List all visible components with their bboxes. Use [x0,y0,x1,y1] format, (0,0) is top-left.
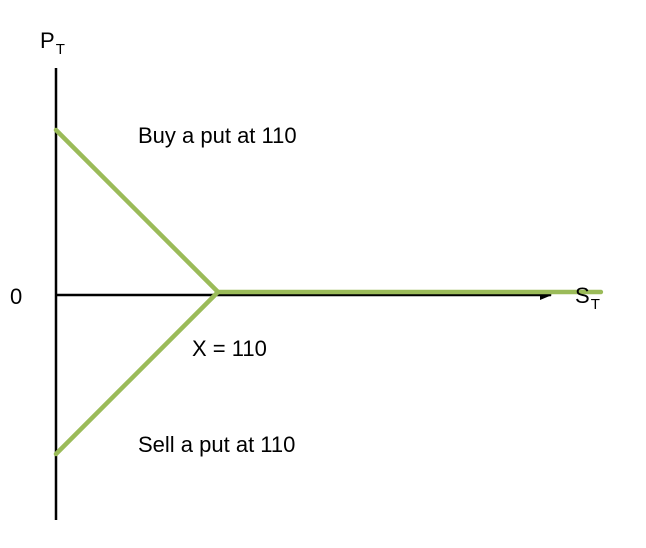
long-put-payoff-line [53,127,604,295]
y-axis-label: PT [40,28,65,57]
y-axis-label-subscript: T [55,41,65,58]
x-axis-label-subscript: T [590,296,600,313]
x-axis-label: ST [575,283,600,312]
strike-price-annotation: X = 110 [192,336,267,361]
y-axis-label-main: P [40,28,55,53]
sell-put-annotation: Sell a put at 110 [138,432,296,457]
short-put-payoff-line [53,289,221,457]
buy-put-annotation: Buy a put at 110 [138,123,297,148]
origin-zero-label: 0 [10,284,23,309]
x-axis-label-main: S [575,283,590,308]
